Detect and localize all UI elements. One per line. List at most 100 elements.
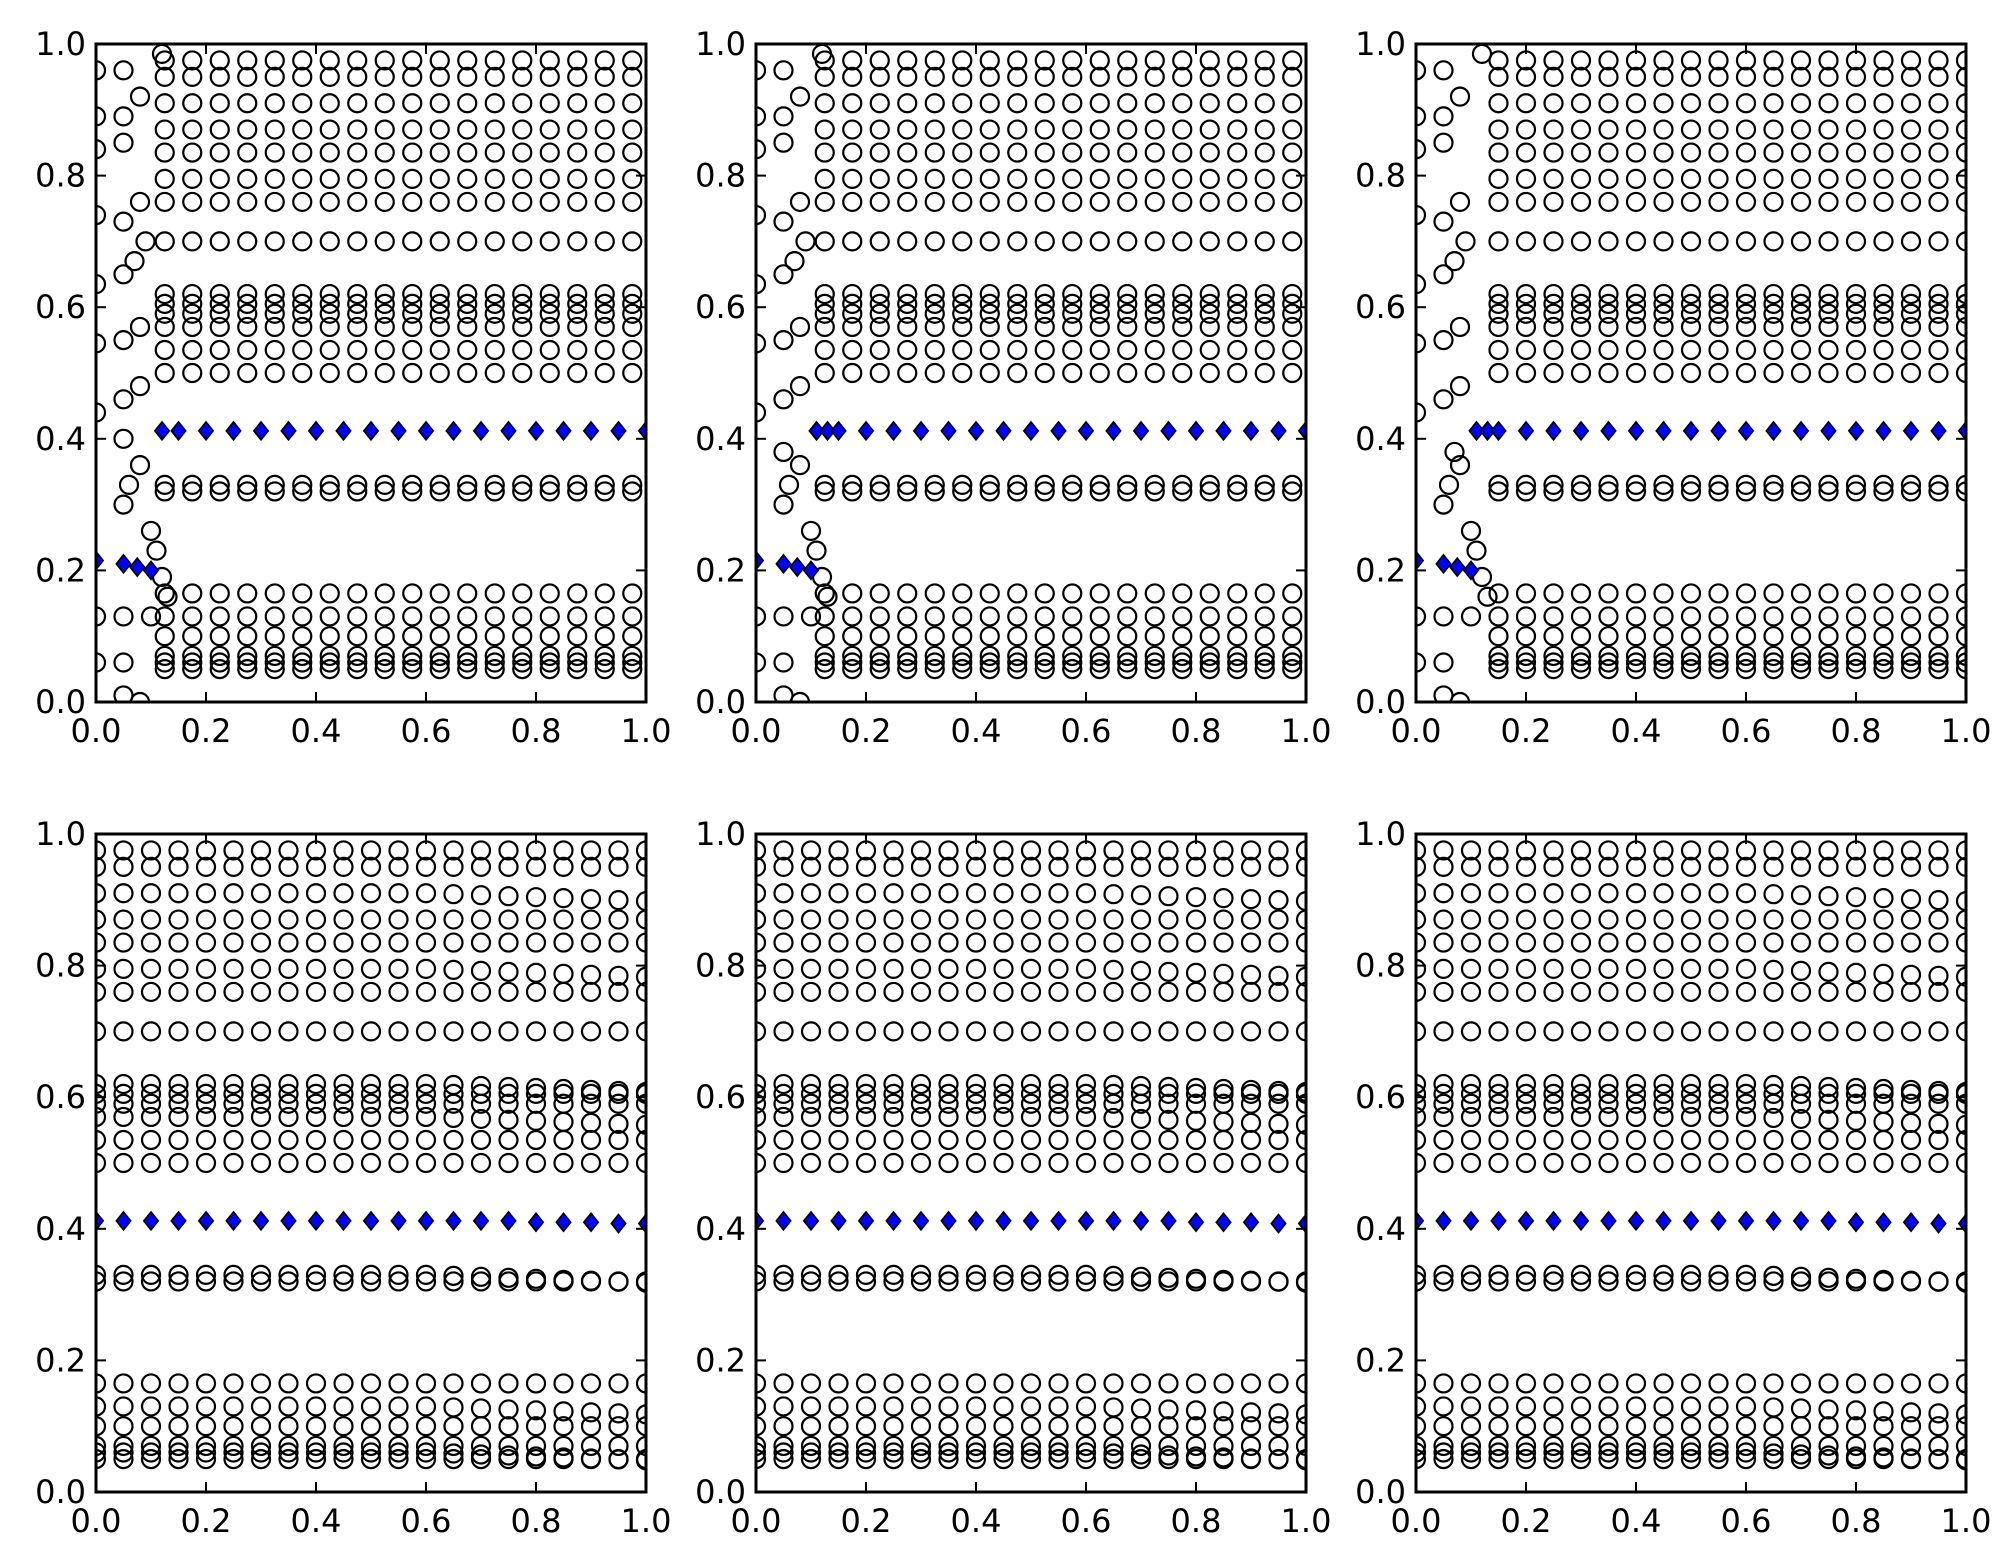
circle-point (869, 645, 890, 667)
circle-point (96, 606, 107, 627)
circle-point (305, 840, 327, 861)
circle-point (756, 1021, 767, 1042)
circle-point (567, 339, 588, 361)
circle-point (800, 981, 822, 1003)
circle-point (1130, 1108, 1152, 1130)
circle-point (1735, 856, 1757, 878)
circle-point (1570, 1083, 1592, 1105)
diamond-point (1765, 1210, 1782, 1232)
circle-point (1818, 1373, 1839, 1394)
circle-point (608, 840, 629, 861)
circle-point (979, 283, 1000, 305)
circle-point (1625, 474, 1647, 495)
circle-point (608, 932, 629, 953)
circle-point (1460, 1435, 1482, 1457)
circle-point (883, 1271, 904, 1292)
circle-point (635, 1416, 646, 1437)
circle-point (1570, 142, 1592, 163)
circle-point (1653, 1448, 1674, 1470)
circle-point (319, 50, 340, 71)
circle-point (1311, 627, 1329, 645)
circle-point (182, 293, 203, 315)
circle-point (512, 316, 533, 338)
circle-point (1062, 481, 1083, 502)
circle-point (1790, 339, 1812, 361)
circle-point (1227, 645, 1248, 667)
circle-point (1570, 1416, 1592, 1437)
circle-point (223, 840, 244, 861)
circle-point (1680, 1396, 1702, 1417)
circle-point (1598, 883, 1619, 904)
circle-point (1268, 1435, 1289, 1457)
circle-point (1790, 1373, 1812, 1394)
circle-point (402, 658, 423, 680)
diamond-point (96, 550, 105, 571)
circle-point (1240, 1112, 1262, 1133)
circle-point (1020, 958, 1042, 979)
circle-point (651, 144, 669, 162)
x-tick-label: 0.0 (731, 1502, 782, 1540)
circle-point (883, 958, 904, 979)
circle-point (1515, 481, 1537, 502)
circle-point (1955, 1152, 1966, 1174)
circle-point (498, 1399, 519, 1420)
circle-point (1488, 142, 1509, 163)
circle-point (897, 362, 918, 384)
circle-point (1763, 1107, 1784, 1129)
circle-point (1680, 1448, 1702, 1470)
circle-point (1735, 1448, 1757, 1470)
circle-point (1680, 1271, 1702, 1292)
circle-point (773, 1442, 794, 1463)
circle-point (1103, 856, 1124, 878)
circle-point (539, 481, 560, 502)
circle-point (1416, 1264, 1427, 1285)
circle-point (773, 494, 794, 515)
circle-point (1708, 1129, 1729, 1151)
circle-point (1598, 1021, 1619, 1042)
diamond-point (1902, 1211, 1920, 1233)
circle-point (1763, 481, 1784, 502)
circle-point (168, 1129, 189, 1151)
circle-point (1790, 626, 1812, 647)
diamond-point (472, 1210, 490, 1232)
circle-point (292, 191, 313, 213)
circle-point (1680, 1442, 1702, 1463)
circle-point (1185, 1083, 1207, 1105)
circle-point (264, 626, 285, 647)
circle-point (333, 856, 354, 878)
circle-point (223, 1152, 244, 1174)
circle-point (965, 1448, 987, 1470)
circle-point (814, 191, 835, 213)
circle-point (1144, 474, 1165, 495)
circle-point (1873, 231, 1894, 252)
circle-point (388, 932, 409, 953)
circle-point (1089, 283, 1110, 305)
circle-point (470, 885, 492, 906)
y-tick-label: 0.2 (695, 1341, 746, 1379)
circle-point (457, 66, 478, 88)
circle-point (1433, 606, 1454, 627)
y-tick-label: 0.0 (1355, 683, 1406, 721)
circle-point (800, 606, 822, 627)
circle-point (651, 476, 669, 494)
circle-point (223, 932, 244, 953)
circle-point (1598, 1442, 1619, 1463)
circle-point (1282, 191, 1303, 213)
circle-point (594, 658, 615, 680)
circle-point (800, 856, 822, 878)
circle-point (182, 66, 203, 88)
y-tick-label: 1.0 (35, 815, 86, 853)
circle-point (347, 626, 368, 647)
circle-point (1653, 840, 1674, 861)
circle-point (388, 1264, 409, 1285)
diamond-point (1215, 1211, 1232, 1233)
circle-point (1488, 1073, 1509, 1095)
circle-point (814, 339, 835, 361)
circle-point (1130, 1448, 1152, 1470)
circle-point (1062, 316, 1083, 338)
circle-point (1625, 50, 1647, 71)
circle-point (828, 1106, 849, 1128)
circle-point (443, 856, 464, 878)
circle-point (1144, 362, 1165, 384)
circle-point (1144, 583, 1165, 604)
